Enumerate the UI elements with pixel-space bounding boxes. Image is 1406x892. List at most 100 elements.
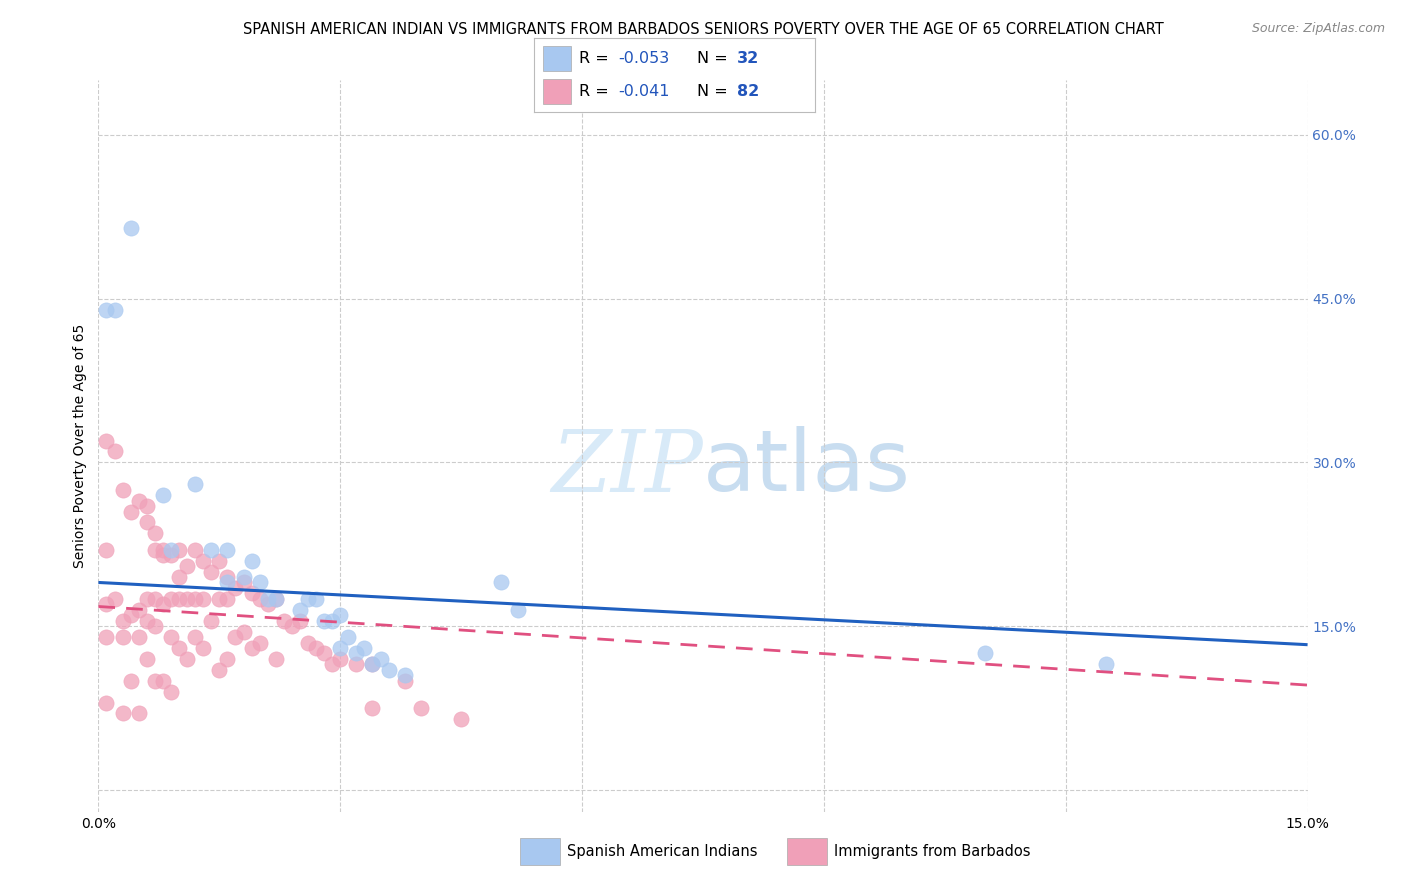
- Point: [232, 575, 254, 590]
- Point: [96, 434, 118, 448]
- Point: [184, 477, 207, 491]
- Point: [264, 591, 287, 606]
- Text: R =: R =: [579, 84, 609, 98]
- Point: [394, 668, 416, 682]
- Point: [232, 624, 254, 639]
- Point: [224, 630, 246, 644]
- Text: -0.053: -0.053: [619, 51, 669, 66]
- Point: [143, 673, 166, 688]
- Point: [135, 516, 157, 530]
- Point: [224, 581, 246, 595]
- Point: [96, 630, 118, 644]
- Point: [160, 591, 183, 606]
- Point: [232, 570, 254, 584]
- Text: Immigrants from Barbados: Immigrants from Barbados: [834, 845, 1031, 859]
- Point: [200, 542, 222, 557]
- Point: [217, 652, 239, 666]
- Point: [217, 575, 239, 590]
- Point: [96, 696, 118, 710]
- Point: [329, 608, 352, 623]
- Point: [160, 542, 183, 557]
- Point: [103, 302, 125, 317]
- Point: [160, 684, 183, 698]
- Point: [264, 591, 287, 606]
- Point: [281, 619, 304, 633]
- Point: [184, 630, 207, 644]
- Point: [249, 575, 271, 590]
- Point: [321, 614, 343, 628]
- Text: 32: 32: [737, 51, 759, 66]
- Point: [361, 701, 384, 715]
- Point: [249, 635, 271, 649]
- Point: [152, 488, 174, 502]
- Point: [450, 712, 472, 726]
- Point: [103, 444, 125, 458]
- Point: [344, 647, 367, 661]
- Point: [314, 614, 336, 628]
- Text: N =: N =: [697, 51, 728, 66]
- Point: [128, 706, 150, 721]
- Point: [152, 542, 174, 557]
- Point: [176, 652, 198, 666]
- Text: 82: 82: [737, 84, 759, 98]
- Point: [208, 554, 231, 568]
- Point: [288, 614, 311, 628]
- Point: [167, 570, 190, 584]
- Point: [135, 591, 157, 606]
- Point: [184, 591, 207, 606]
- Point: [240, 586, 263, 600]
- Point: [128, 630, 150, 644]
- Point: [167, 591, 190, 606]
- Point: [167, 542, 190, 557]
- Point: [160, 548, 183, 562]
- Point: [394, 673, 416, 688]
- Point: [135, 499, 157, 513]
- Point: [256, 597, 278, 611]
- Point: [96, 597, 118, 611]
- Point: [305, 591, 328, 606]
- Bar: [543, 78, 571, 104]
- Point: [353, 640, 375, 655]
- Point: [176, 559, 198, 574]
- Point: [344, 657, 367, 672]
- Point: [200, 565, 222, 579]
- Point: [200, 614, 222, 628]
- Point: [135, 614, 157, 628]
- Point: [143, 619, 166, 633]
- Point: [506, 603, 529, 617]
- Text: SPANISH AMERICAN INDIAN VS IMMIGRANTS FROM BARBADOS SENIORS POVERTY OVER THE AGE: SPANISH AMERICAN INDIAN VS IMMIGRANTS FR…: [243, 22, 1163, 37]
- Point: [176, 591, 198, 606]
- Point: [167, 640, 190, 655]
- Text: Source: ZipAtlas.com: Source: ZipAtlas.com: [1251, 22, 1385, 36]
- Point: [329, 652, 352, 666]
- Point: [361, 657, 384, 672]
- Point: [111, 614, 134, 628]
- Point: [128, 493, 150, 508]
- Point: [193, 640, 215, 655]
- Point: [152, 548, 174, 562]
- Point: [240, 554, 263, 568]
- Y-axis label: Seniors Poverty Over the Age of 65: Seniors Poverty Over the Age of 65: [73, 324, 87, 568]
- Point: [208, 663, 231, 677]
- Point: [128, 603, 150, 617]
- Point: [370, 652, 392, 666]
- Point: [103, 591, 125, 606]
- Point: [337, 630, 360, 644]
- Point: [297, 591, 319, 606]
- Point: [184, 542, 207, 557]
- Point: [96, 542, 118, 557]
- Point: [120, 608, 142, 623]
- Point: [143, 526, 166, 541]
- Point: [264, 652, 287, 666]
- Point: [96, 302, 118, 317]
- Point: [217, 570, 239, 584]
- Point: [256, 591, 278, 606]
- Point: [288, 603, 311, 617]
- Point: [361, 657, 384, 672]
- Point: [143, 542, 166, 557]
- Text: atlas: atlas: [703, 426, 911, 509]
- Point: [111, 706, 134, 721]
- Text: R =: R =: [579, 51, 609, 66]
- Bar: [543, 45, 571, 71]
- Text: ZIP: ZIP: [551, 426, 703, 509]
